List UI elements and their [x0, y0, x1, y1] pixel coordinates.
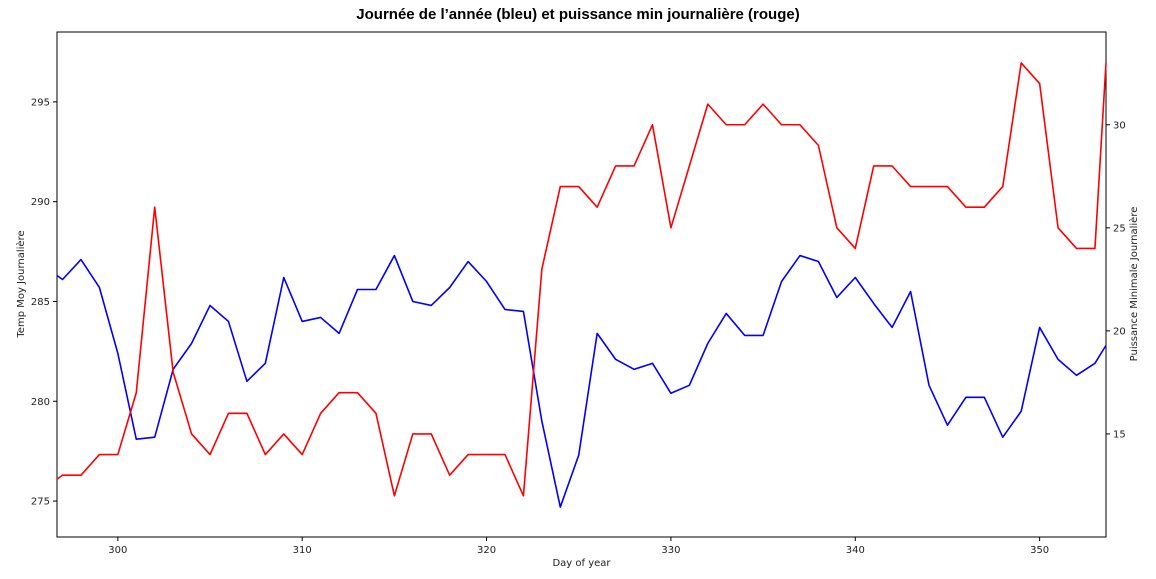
y-left-tick-label: 280 — [31, 397, 50, 408]
y-left-tick-label: 290 — [31, 197, 50, 208]
series-line-right-axis — [56, 62, 1107, 497]
y-right-tick-label: 30 — [1113, 120, 1126, 131]
series-layer — [56, 62, 1107, 508]
x-tick-label: 340 — [846, 545, 865, 556]
x-tick-label: 330 — [661, 545, 680, 556]
y-left-tick-label: 295 — [31, 97, 50, 108]
series-line-left-axis — [56, 254, 1107, 508]
x-axis: 300 310 320 330 340 350 — [108, 537, 1049, 556]
y-right-tick-label: 25 — [1113, 223, 1126, 234]
x-tick-label: 300 — [108, 545, 127, 556]
x-tick-label: 320 — [477, 545, 496, 556]
y-axis-right: 15 20 25 30 — [1106, 120, 1126, 440]
x-tick-label: 350 — [1030, 545, 1049, 556]
y-axis-right-label: Puissance Minimale Journalière — [1128, 207, 1140, 362]
y-axis-left: 275 280 285 290 295 — [31, 97, 57, 508]
y-right-tick-label: 20 — [1113, 326, 1126, 337]
x-tick-label: 310 — [293, 545, 312, 556]
x-axis-label: Day of year — [552, 558, 611, 569]
y-left-tick-label: 275 — [31, 497, 50, 508]
y-axis-left-label: Temp Moy Journalière — [15, 230, 27, 338]
chart-title: Journée de l’année (bleu) et puissance m… — [356, 6, 800, 23]
plot-area-frame — [56, 31, 1107, 538]
y-right-tick-label: 15 — [1113, 429, 1126, 440]
y-left-tick-label: 285 — [31, 297, 50, 308]
